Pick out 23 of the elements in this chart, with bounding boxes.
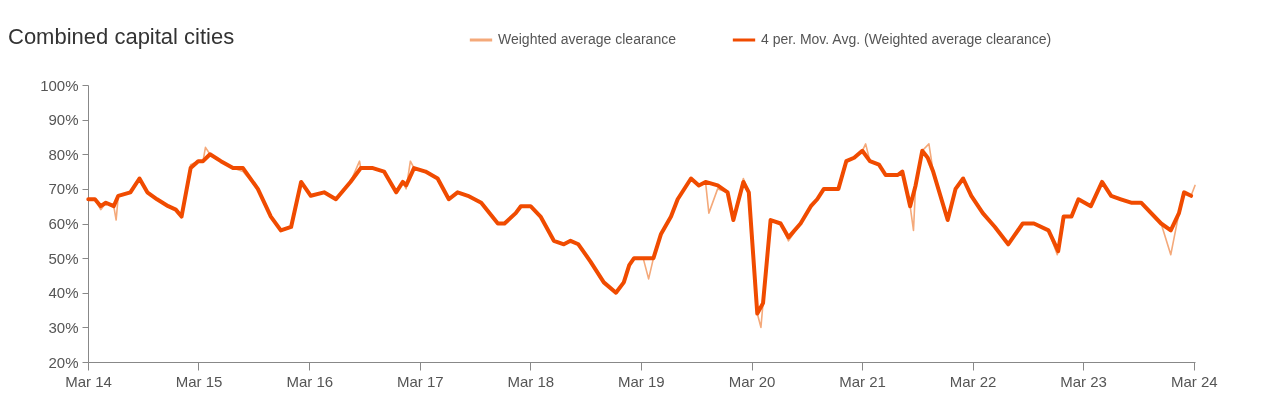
x-tick-label: Mar 22 — [949, 372, 997, 390]
y-tick-label: 60% — [48, 215, 79, 232]
legend-label: Weighted average clearance — [498, 31, 677, 47]
x-tick-label: Mar 20 — [728, 372, 776, 390]
y-tick-label: 40% — [48, 284, 79, 302]
x-tick-label: Mar 15 — [175, 372, 223, 390]
x-tick-label: Mar 14 — [65, 372, 112, 390]
x-tick-label: Mar 16 — [286, 372, 334, 390]
x-tick-label: Mar 19 — [617, 372, 665, 390]
chart-title: Combined capital cities — [8, 24, 235, 49]
x-tick-label: Mar 17 — [396, 372, 444, 390]
legend-label: 4 per. Mov. Avg. (Weighted average clearance) — [761, 31, 1052, 47]
y-tick-label: 30% — [48, 318, 79, 336]
y-tick-label: 70% — [48, 180, 79, 198]
x-tick-label: Mar 24 — [1170, 372, 1218, 390]
x-tick-label: Mar 21 — [839, 372, 886, 390]
x-tick-label: Mar 23 — [1060, 372, 1107, 390]
y-tick-label: 100% — [40, 76, 79, 94]
y-tick-label: 80% — [48, 145, 79, 163]
x-tick-label: Mar 18 — [507, 372, 555, 390]
y-tick-label: 90% — [48, 111, 79, 129]
y-tick-label: 50% — [48, 249, 79, 267]
y-tick-label: 20% — [48, 353, 79, 371]
